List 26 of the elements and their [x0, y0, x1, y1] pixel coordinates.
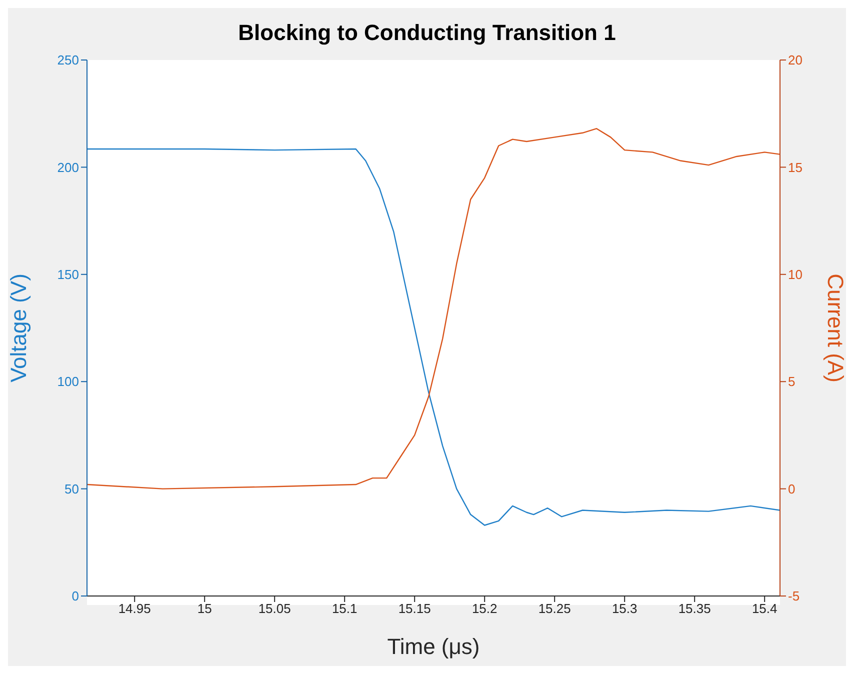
y-tick-label: 50	[64, 481, 79, 496]
y2-tick-label: 0	[788, 481, 796, 496]
y-tick-label: 250	[57, 52, 79, 68]
x-tick-label: 15.4	[752, 601, 778, 616]
x-tick-label: 15.35	[678, 601, 711, 616]
x-axis-title: Time (μs)	[387, 634, 480, 659]
y2-tick-label: 5	[788, 374, 796, 390]
y2-tick-label: -5	[788, 588, 800, 604]
x-tick-label: 14.95	[118, 601, 151, 616]
x-tick-label: 15.3	[612, 601, 638, 616]
y-tick-label: 100	[57, 374, 79, 390]
y2-tick-label: 10	[788, 267, 802, 282]
y2-axis-title: Current (A)	[823, 274, 848, 382]
y2-tick-label: 20	[788, 52, 802, 68]
x-tick-label: 15.15	[398, 601, 431, 616]
x-tick-label: 15.25	[538, 601, 571, 616]
x-tick-label: 15	[197, 601, 212, 616]
y-tick-label: 0	[72, 588, 79, 604]
x-tick-label: 15.2	[472, 601, 498, 616]
x-tick-label: 15.1	[332, 601, 358, 616]
y-tick-label: 200	[57, 160, 79, 175]
y2-tick-label: 15	[788, 160, 802, 175]
chart-title: Blocking to Conducting Transition 1	[237, 20, 617, 46]
y-axis-title: Voltage (V)	[6, 274, 31, 382]
x-tick-label: 15.05	[258, 601, 291, 616]
y-tick-label: 150	[57, 267, 79, 282]
